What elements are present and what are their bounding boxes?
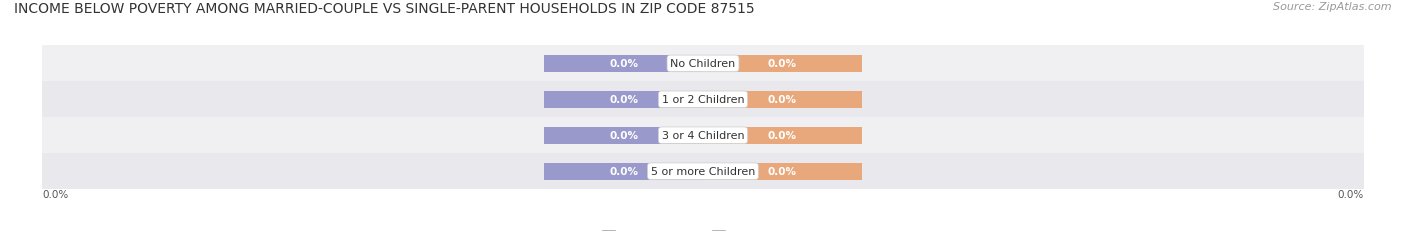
Bar	[703, 127, 862, 144]
Text: 5 or more Children: 5 or more Children	[651, 167, 755, 176]
Text: 0.0%: 0.0%	[768, 167, 797, 176]
Bar	[0, 46, 1406, 82]
Text: 0.0%: 0.0%	[609, 95, 638, 105]
Bar	[0, 118, 1406, 154]
Text: 0.0%: 0.0%	[609, 167, 638, 176]
Bar	[703, 163, 862, 180]
Bar	[703, 56, 862, 73]
Text: 0.0%: 0.0%	[768, 59, 797, 69]
Text: No Children: No Children	[671, 59, 735, 69]
Text: 0.0%: 0.0%	[609, 59, 638, 69]
Bar	[0, 154, 1406, 189]
Text: 1 or 2 Children: 1 or 2 Children	[662, 95, 744, 105]
Text: Source: ZipAtlas.com: Source: ZipAtlas.com	[1274, 2, 1392, 12]
Bar	[544, 56, 703, 73]
Bar	[703, 91, 862, 108]
Text: 0.0%: 0.0%	[1337, 189, 1364, 199]
Text: INCOME BELOW POVERTY AMONG MARRIED-COUPLE VS SINGLE-PARENT HOUSEHOLDS IN ZIP COD: INCOME BELOW POVERTY AMONG MARRIED-COUPL…	[14, 2, 755, 16]
Text: 0.0%: 0.0%	[609, 131, 638, 141]
Legend: Married Couples, Single Parents: Married Couples, Single Parents	[599, 226, 807, 231]
Text: 3 or 4 Children: 3 or 4 Children	[662, 131, 744, 141]
Text: 0.0%: 0.0%	[768, 131, 797, 141]
Text: 0.0%: 0.0%	[768, 95, 797, 105]
Bar	[0, 82, 1406, 118]
Text: 0.0%: 0.0%	[42, 189, 69, 199]
Bar	[544, 91, 703, 108]
Bar	[544, 127, 703, 144]
Bar	[544, 163, 703, 180]
